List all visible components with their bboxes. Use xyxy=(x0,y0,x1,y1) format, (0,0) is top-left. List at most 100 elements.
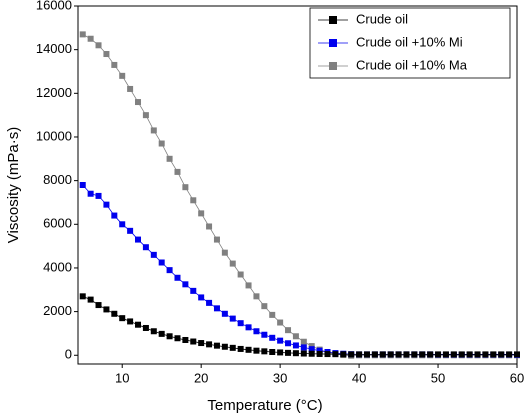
marker xyxy=(427,351,434,358)
marker xyxy=(261,303,268,310)
marker xyxy=(95,42,102,49)
marker xyxy=(150,127,157,134)
x-tick-label: 20 xyxy=(194,370,208,385)
x-tick-label: 50 xyxy=(431,370,445,385)
marker xyxy=(87,296,94,303)
marker xyxy=(332,351,339,358)
y-tick-label: 12000 xyxy=(36,85,72,100)
marker xyxy=(356,351,363,358)
marker xyxy=(87,190,94,197)
marker xyxy=(213,305,220,312)
marker xyxy=(119,221,126,228)
x-axis-label: Temperature (°C) xyxy=(207,397,322,414)
marker xyxy=(150,328,157,335)
marker xyxy=(316,350,323,357)
marker xyxy=(213,342,220,349)
marker xyxy=(411,351,418,358)
marker xyxy=(458,351,465,358)
marker xyxy=(142,244,149,251)
marker xyxy=(442,351,449,358)
marker xyxy=(206,299,213,306)
marker xyxy=(103,51,110,58)
marker xyxy=(379,351,386,358)
marker xyxy=(237,345,244,352)
y-tick-label: 0 xyxy=(65,347,72,362)
marker xyxy=(245,346,252,353)
marker xyxy=(198,340,205,347)
marker xyxy=(269,311,276,318)
marker xyxy=(277,349,284,356)
legend-label: Crude oil +10% Ma xyxy=(356,57,468,72)
marker xyxy=(182,281,189,288)
marker xyxy=(292,342,299,349)
marker xyxy=(300,350,307,357)
y-tick-label: 10000 xyxy=(36,128,72,143)
marker xyxy=(111,310,118,317)
marker xyxy=(158,259,165,266)
marker xyxy=(514,351,520,358)
y-axis-label: Viscosity (mPa·s) xyxy=(5,127,22,243)
marker xyxy=(292,350,299,357)
legend-marker xyxy=(329,62,337,70)
marker xyxy=(174,335,181,342)
marker xyxy=(103,306,110,313)
marker xyxy=(166,267,173,274)
marker xyxy=(119,315,126,322)
legend-label: Crude oil +10% Mi xyxy=(356,34,463,49)
marker xyxy=(324,351,331,358)
x-tick-label: 30 xyxy=(273,370,287,385)
y-tick-label: 6000 xyxy=(43,216,72,231)
marker xyxy=(87,35,94,42)
marker xyxy=(269,348,276,355)
x-tick-label: 40 xyxy=(352,370,366,385)
marker xyxy=(174,274,181,281)
marker xyxy=(490,351,497,358)
marker xyxy=(213,236,220,243)
marker xyxy=(237,320,244,327)
marker xyxy=(135,321,142,328)
marker xyxy=(277,319,284,326)
marker xyxy=(135,99,142,106)
marker xyxy=(150,251,157,258)
marker xyxy=(79,31,86,38)
marker xyxy=(269,334,276,341)
series-line xyxy=(82,34,517,357)
x-tick-label: 10 xyxy=(115,370,129,385)
marker xyxy=(285,340,292,347)
marker xyxy=(127,85,134,92)
marker xyxy=(363,351,370,358)
marker xyxy=(221,249,228,256)
marker xyxy=(198,294,205,301)
marker xyxy=(387,351,394,358)
marker xyxy=(206,223,213,230)
marker xyxy=(450,351,457,358)
marker xyxy=(119,72,126,79)
y-tick-label: 14000 xyxy=(36,41,72,56)
marker xyxy=(111,212,118,219)
marker xyxy=(190,287,197,294)
marker xyxy=(308,346,315,353)
marker xyxy=(395,351,402,358)
marker xyxy=(127,227,134,234)
marker xyxy=(174,168,181,175)
marker xyxy=(95,302,102,309)
marker xyxy=(277,337,284,344)
marker xyxy=(229,315,236,322)
marker xyxy=(221,343,228,350)
marker xyxy=(245,282,252,289)
marker xyxy=(403,351,410,358)
marker xyxy=(158,330,165,337)
marker xyxy=(166,333,173,340)
marker xyxy=(308,350,315,357)
marker xyxy=(95,192,102,199)
marker xyxy=(435,351,442,358)
marker xyxy=(221,310,228,317)
marker xyxy=(466,351,473,358)
marker xyxy=(79,182,86,188)
marker xyxy=(190,338,197,345)
y-tick-label: 2000 xyxy=(43,303,72,318)
marker xyxy=(245,324,252,331)
marker xyxy=(182,184,189,191)
marker xyxy=(253,328,260,335)
